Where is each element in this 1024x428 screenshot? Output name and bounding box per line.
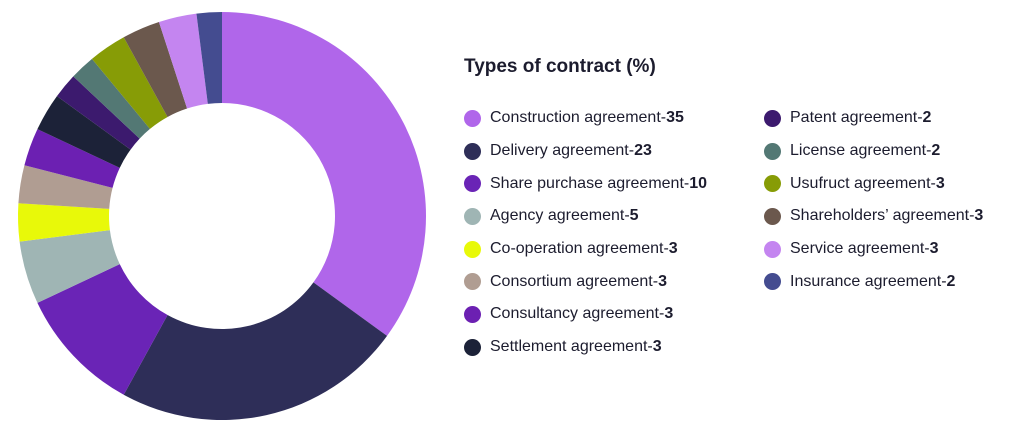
- donut-slice-9: [56, 76, 140, 150]
- legend-value: 3: [658, 272, 667, 290]
- legend-value: 3: [652, 338, 662, 356]
- legend-value: 2: [946, 272, 956, 290]
- legend-color-dot: [764, 207, 781, 225]
- legend-item: Insurance agreement - 2: [764, 265, 983, 298]
- legend-column-left: Construction agreement - 35 Delivery agre…: [464, 102, 707, 364]
- legend-label: Share purchase agreement: [490, 174, 684, 192]
- legend-value: 3: [664, 305, 674, 323]
- legend-item: Delivery agreement - 23: [464, 135, 707, 168]
- legend-separator: -: [663, 240, 669, 258]
- legend-color-dot: [764, 175, 781, 193]
- chart-title: Types of contract (%): [464, 56, 656, 77]
- legend-value: 3: [974, 207, 984, 225]
- legend-label: Service agreement: [790, 240, 925, 258]
- legend-item: Settlement agreement - 3: [464, 331, 707, 364]
- legend-separator: -: [658, 305, 665, 323]
- legend-color-dot: [464, 273, 481, 291]
- donut-slice-13: [158, 13, 208, 109]
- donut-slice-14: [196, 12, 222, 104]
- legend-column-right: Patent agreement - 2 License agreement - …: [764, 102, 983, 298]
- legend-item: Usufruct agreement - 3: [764, 167, 983, 200]
- legend-label: Co-operation agreement: [490, 240, 664, 258]
- legend-color-dot: [464, 142, 481, 160]
- legend-color-dot: [464, 175, 481, 193]
- legend-label: Patent agreement: [790, 109, 918, 127]
- legend-color-dot: [464, 338, 481, 356]
- legend-item: Patent agreement - 2: [764, 102, 983, 135]
- legend-label: Consultancy agreement: [490, 305, 659, 323]
- donut-slice-5: [18, 203, 110, 242]
- legend-item: Share purchase agreement - 10: [464, 167, 707, 200]
- donut-slice-2: [123, 282, 388, 420]
- legend-label: Agency agreement: [490, 207, 625, 225]
- donut-slice-4: [19, 230, 120, 303]
- legend-item: Consultancy agreement - 3: [464, 298, 707, 331]
- legend-value: 23: [634, 142, 652, 160]
- legend-separator: -: [930, 174, 936, 192]
- legend-item: Co-operation agreement - 3: [464, 233, 707, 266]
- donut-slice-10: [73, 58, 150, 139]
- legend-separator: -: [647, 338, 653, 356]
- legend-item: Shareholders’ agreement - 3: [764, 200, 983, 233]
- legend-color-dot: [464, 240, 481, 258]
- legend-item: Consortium agreement - 3: [464, 265, 707, 298]
- legend-separator: -: [652, 272, 659, 290]
- legend-separator: -: [683, 174, 690, 192]
- donut-slice-12: [123, 21, 188, 117]
- donut-slice-6: [18, 165, 113, 209]
- legend-separator: -: [628, 142, 635, 160]
- legend-item: Service agreement - 3: [764, 233, 983, 266]
- legend-label: License agreement: [790, 142, 927, 160]
- legend-color-dot: [764, 273, 781, 291]
- legend-item: Agency agreement - 5: [464, 200, 707, 233]
- legend-item: Construction agreement - 35: [464, 102, 707, 135]
- legend-color-dot: [464, 207, 481, 225]
- legend-value: 3: [935, 174, 945, 192]
- legend-value: 5: [629, 207, 639, 225]
- legend-color-dot: [764, 142, 781, 160]
- legend-label: Settlement agreement: [490, 338, 648, 356]
- donut-slice-8: [37, 96, 131, 168]
- donut-slice-7: [24, 129, 120, 188]
- legend-value: 3: [668, 240, 678, 258]
- legend-label: Insurance agreement: [790, 272, 942, 290]
- legend-separator: -: [917, 109, 923, 127]
- legend-value: 10: [689, 174, 708, 192]
- legend-separator: -: [941, 272, 947, 290]
- legend-color-dot: [764, 240, 781, 258]
- legend-item: License agreement - 2: [764, 135, 983, 168]
- legend-color-dot: [464, 305, 481, 323]
- legend-value: 35: [666, 109, 684, 127]
- donut-slice-1: [222, 12, 427, 336]
- legend-separator: -: [926, 142, 932, 160]
- donut-chart: [18, 12, 427, 420]
- legend-value: 3: [929, 240, 939, 258]
- legend-label: Consortium agreement: [490, 272, 653, 290]
- legend-separator: -: [660, 109, 667, 127]
- legend-label: Construction agreement: [490, 109, 661, 127]
- legend-label: Usufruct agreement: [790, 174, 931, 192]
- legend-color-dot: [764, 109, 781, 127]
- legend-label: Shareholders’ agreement: [790, 207, 970, 225]
- legend-color-dot: [464, 109, 481, 127]
- legend-value: 2: [922, 109, 932, 127]
- legend-value: 2: [931, 142, 941, 160]
- legend-separator: -: [924, 240, 930, 258]
- legend-separator: -: [624, 207, 630, 225]
- legend-label: Delivery agreement: [490, 142, 629, 160]
- donut-slice-11: [91, 37, 168, 129]
- donut-slice-3: [37, 264, 168, 395]
- legend-separator: -: [969, 207, 975, 225]
